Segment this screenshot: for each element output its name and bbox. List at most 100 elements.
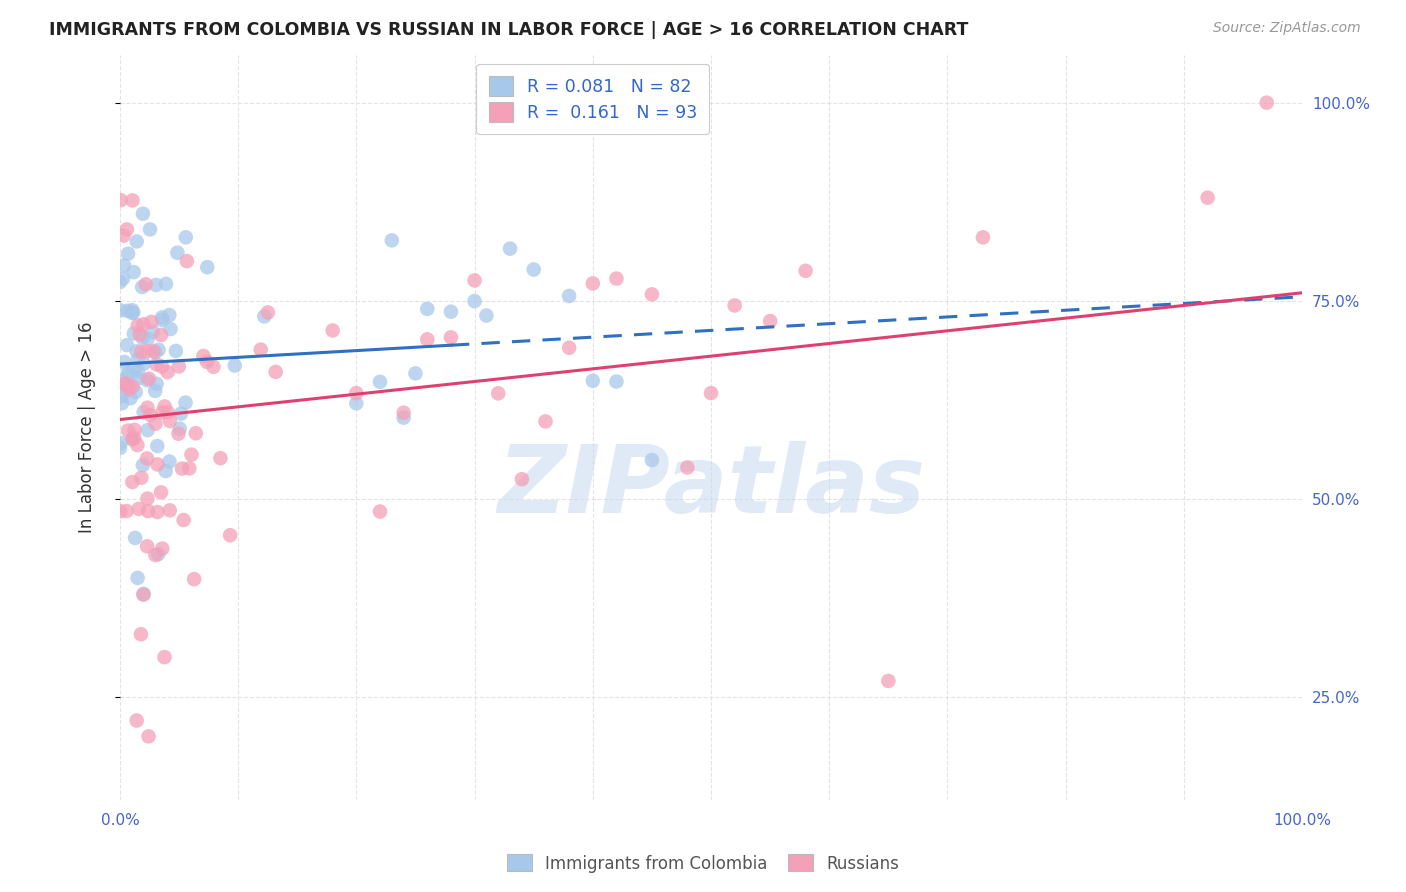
Text: ZIPatlas: ZIPatlas: [496, 441, 925, 533]
Point: [1197, 191, 1219, 205]
Point: [131, 471, 153, 485]
Point: [416, 301, 439, 316]
Point: [125, 714, 148, 728]
Point: [392, 406, 415, 420]
Point: [464, 273, 486, 287]
Point: [121, 194, 143, 208]
Point: [124, 531, 146, 545]
Point: [115, 222, 138, 236]
Point: [129, 344, 152, 359]
Point: [117, 303, 139, 318]
Point: [110, 436, 132, 450]
Point: [794, 264, 817, 278]
Point: [605, 271, 627, 285]
Point: [224, 359, 246, 373]
Point: [142, 325, 165, 339]
Point: [117, 246, 139, 260]
Point: [136, 539, 159, 553]
Point: [249, 343, 271, 357]
Point: [110, 193, 132, 207]
Point: [156, 365, 179, 379]
Point: [124, 423, 146, 437]
Point: [127, 438, 149, 452]
Point: [136, 401, 159, 415]
Point: [115, 338, 138, 352]
Point: [440, 304, 463, 318]
Point: [145, 277, 167, 292]
Point: [219, 528, 242, 542]
Point: [510, 472, 533, 486]
Point: [253, 310, 276, 324]
Point: [174, 395, 197, 409]
Point: [558, 289, 581, 303]
Point: [159, 454, 181, 468]
Point: [558, 341, 581, 355]
Point: [145, 376, 167, 391]
Point: [145, 417, 167, 431]
Point: [127, 318, 149, 333]
Point: [150, 485, 173, 500]
Point: [724, 298, 747, 312]
Point: [153, 650, 176, 665]
Point: [136, 344, 159, 359]
Point: [167, 426, 190, 441]
Point: [112, 228, 135, 243]
Point: [464, 294, 486, 309]
Point: [120, 391, 142, 405]
Point: [132, 458, 155, 472]
Point: [209, 451, 232, 466]
Point: [159, 503, 181, 517]
Point: [136, 332, 159, 346]
Point: [170, 407, 193, 421]
Point: [641, 287, 664, 301]
Point: [111, 271, 134, 285]
Point: [146, 458, 169, 472]
Point: [112, 259, 135, 273]
Point: [121, 432, 143, 446]
Point: [132, 357, 155, 371]
Point: [111, 389, 134, 403]
Point: [115, 504, 138, 518]
Point: [157, 308, 180, 322]
Point: [416, 332, 439, 346]
Point: [150, 405, 173, 419]
Point: [136, 491, 159, 506]
Point: [368, 375, 391, 389]
Point: [700, 386, 723, 401]
Point: [110, 385, 132, 400]
Point: [138, 372, 160, 386]
Point: [165, 343, 187, 358]
Point: [136, 373, 159, 387]
Point: [534, 414, 557, 428]
Point: [877, 673, 900, 688]
Point: [159, 414, 181, 428]
Point: [127, 371, 149, 385]
Point: [155, 464, 177, 478]
Point: [368, 504, 391, 518]
Point: [121, 303, 143, 318]
Point: [202, 359, 225, 374]
Point: [404, 367, 426, 381]
Point: [136, 504, 159, 518]
Point: [195, 355, 218, 369]
Text: Source: ZipAtlas.com: Source: ZipAtlas.com: [1213, 21, 1361, 35]
Point: [170, 461, 193, 475]
Point: [125, 384, 148, 399]
Point: [111, 396, 134, 410]
Point: [264, 365, 287, 379]
Point: [676, 460, 699, 475]
Point: [108, 441, 131, 455]
Point: [759, 314, 782, 328]
Point: [180, 448, 202, 462]
Point: [127, 364, 149, 378]
Point: [136, 451, 159, 466]
Point: [117, 365, 139, 379]
Point: [143, 384, 166, 398]
Point: [641, 453, 664, 467]
Point: [486, 386, 509, 401]
Point: [148, 343, 170, 357]
Point: [121, 306, 143, 320]
Point: [184, 426, 207, 441]
Point: [121, 379, 143, 393]
Point: [127, 352, 149, 367]
